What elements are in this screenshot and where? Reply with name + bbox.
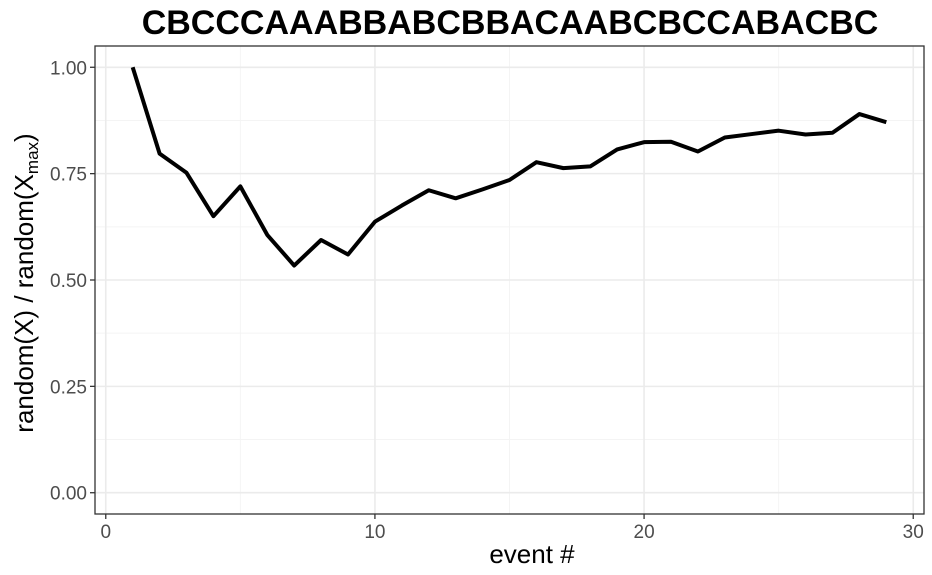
x-tick-label: 20 [634, 522, 655, 543]
y-axis-title-main: random(X) / random(X [9, 174, 39, 433]
x-axis-ticks: 0 10 20 30 [100, 514, 924, 543]
y-axis-title: random(X) / random(Xmax) [9, 133, 42, 432]
x-tick-label: 30 [903, 522, 924, 543]
y-tick-label: 0.50 [50, 271, 87, 292]
x-tick-label: 0 [100, 522, 111, 543]
y-tick-label: 1.00 [50, 58, 87, 79]
y-tick-label: 0.25 [50, 377, 87, 398]
y-axis-title-close: ) [9, 133, 39, 142]
series-layer [130, 66, 887, 268]
y-axis-title-subscript: max [23, 141, 42, 174]
major-gridlines [95, 46, 924, 514]
y-tick-label: 0.75 [50, 165, 87, 186]
chart-title: CBCCCAAABBABCBBACAABCBCCABACBC [142, 4, 879, 42]
y-tick-label: 0.00 [50, 484, 87, 505]
x-axis-title: event # [489, 539, 575, 569]
y-axis-ticks: 0.00 0.25 0.50 0.75 1.00 [50, 58, 95, 505]
series-line [130, 66, 887, 268]
x-tick-label: 10 [364, 522, 385, 543]
